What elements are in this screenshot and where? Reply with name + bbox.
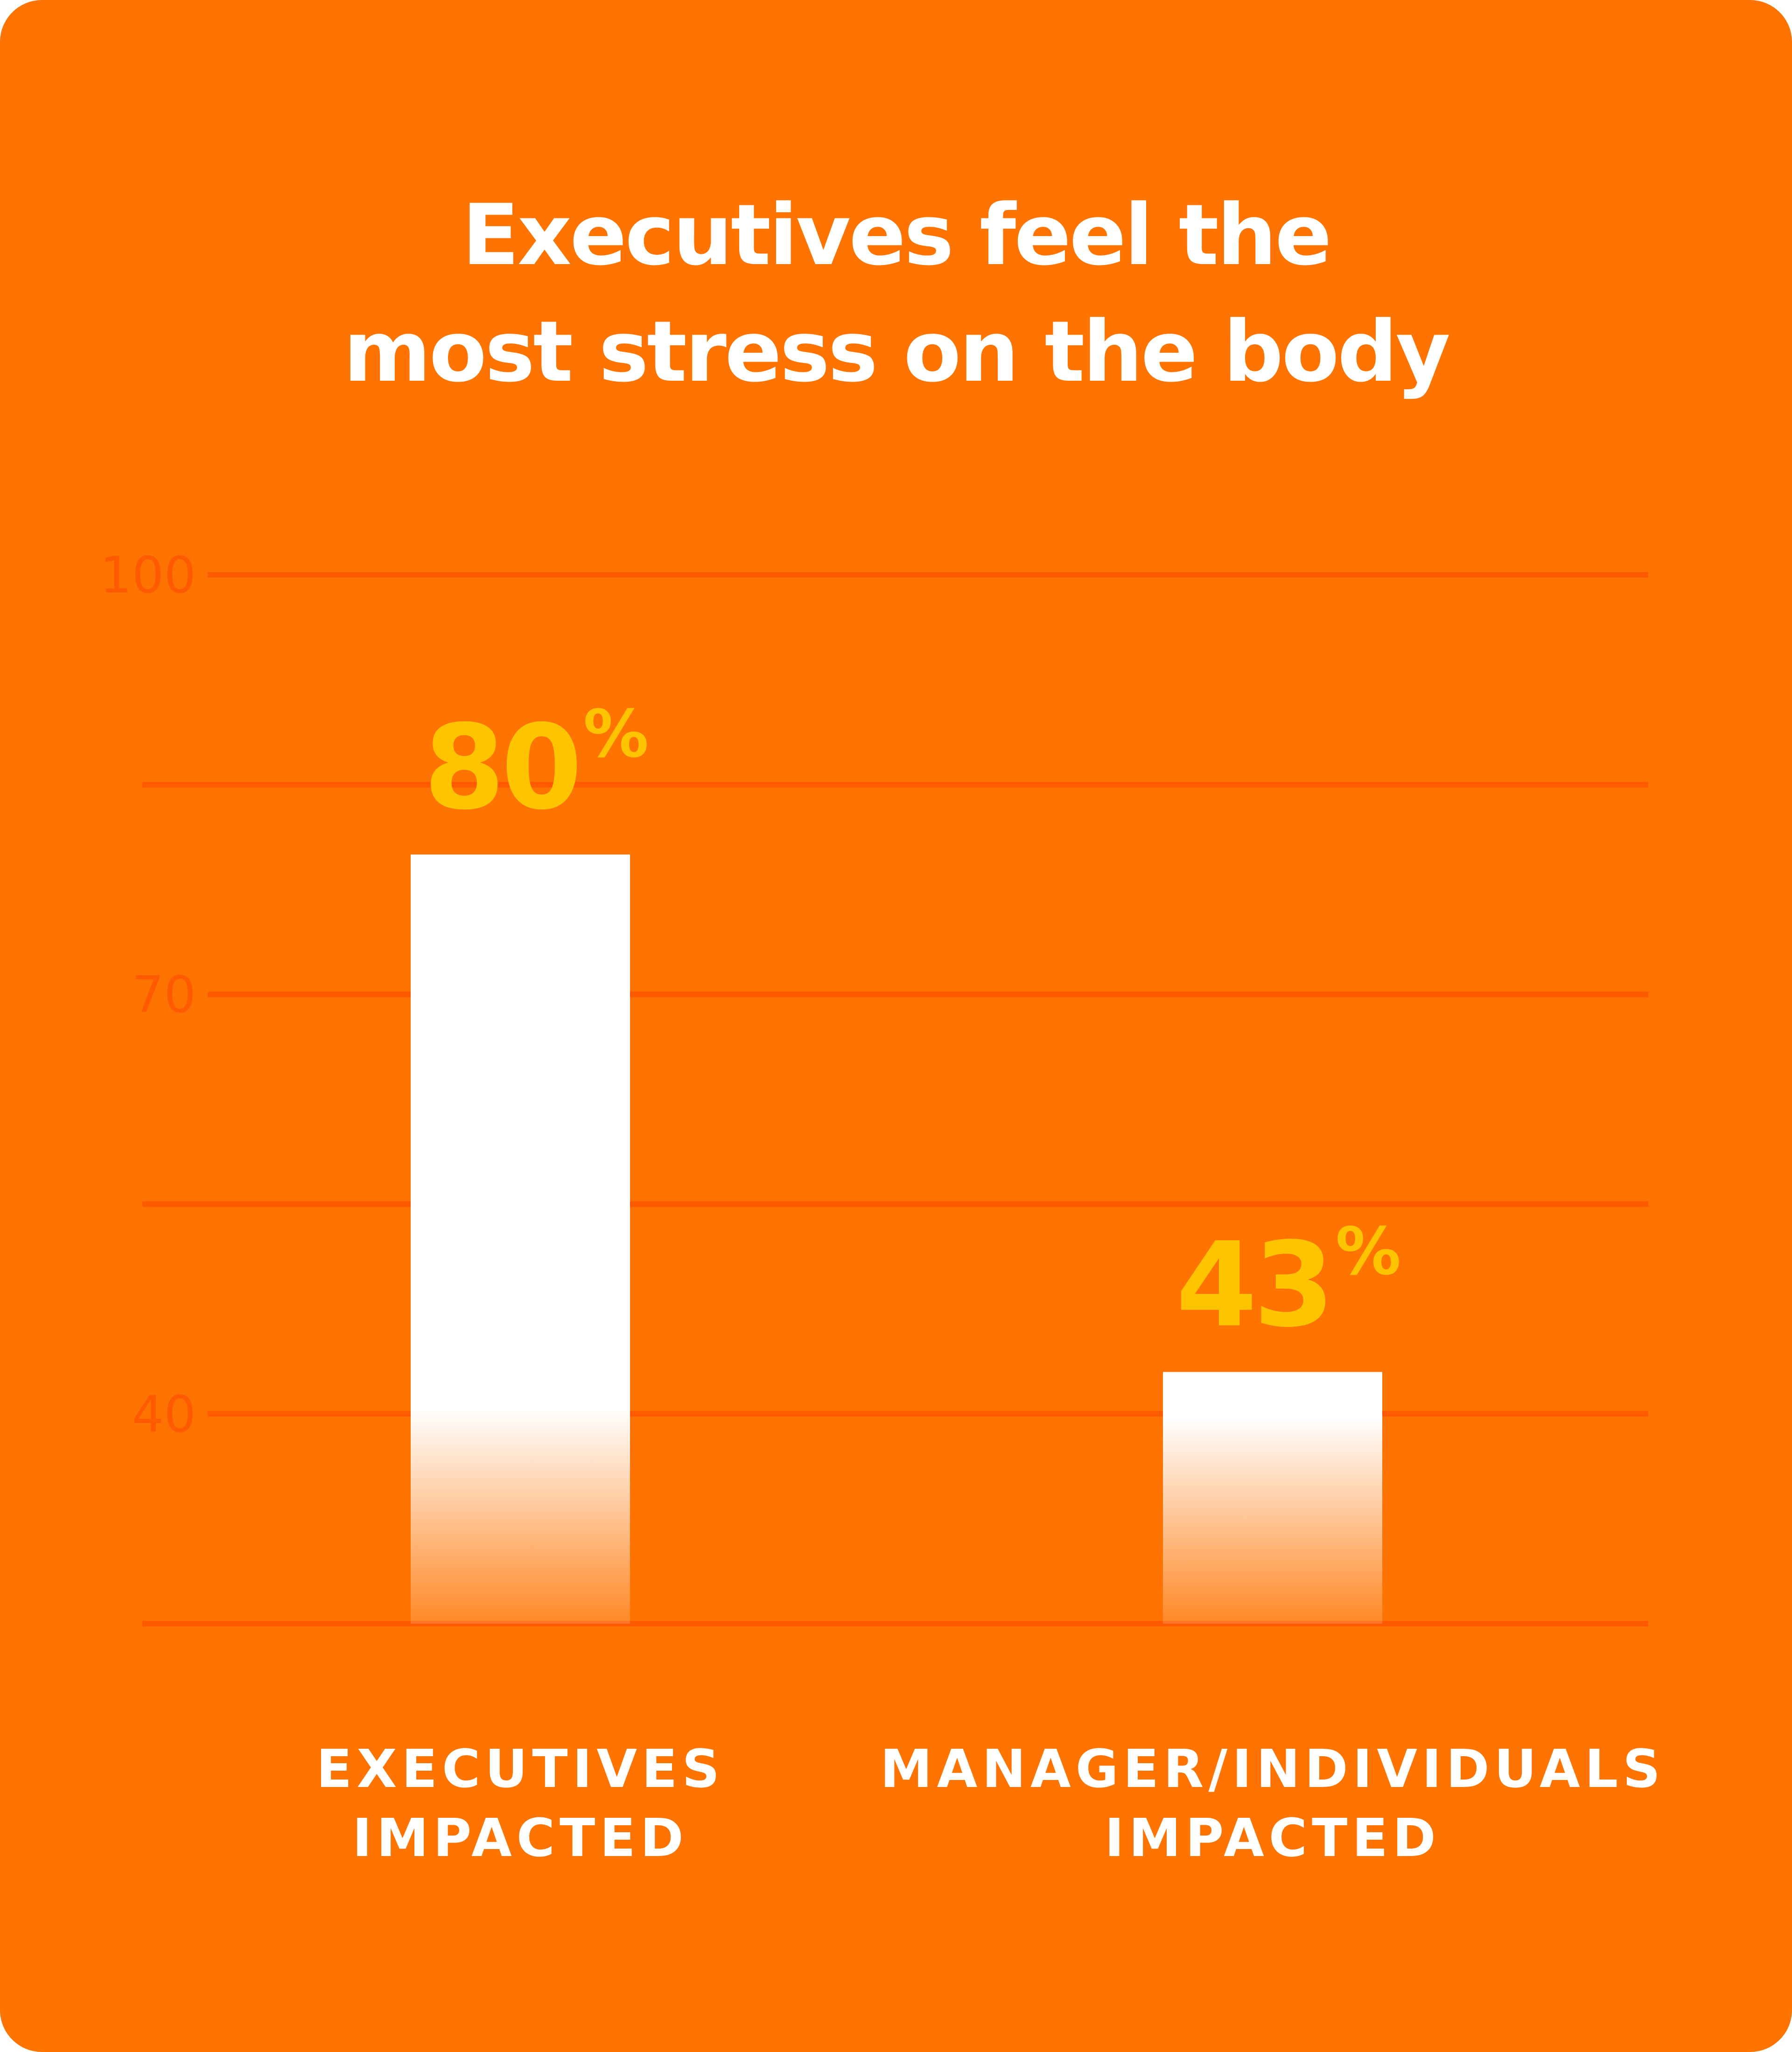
chart-title-line-1: Executives feel the <box>462 187 1332 284</box>
category-label: MANAGER/INDIVIDUALS <box>880 1739 1665 1800</box>
value-labels: 80% 43% <box>424 696 1403 1353</box>
category-label: IMPACTED <box>1105 1808 1441 1869</box>
chart-title-line-2: most stress on the body <box>343 303 1450 401</box>
y-tick-label: 40 <box>132 1385 196 1444</box>
data-label: 43% <box>1176 1214 1399 1353</box>
bar <box>1163 1372 1382 1624</box>
y-tick-label: 70 <box>132 966 196 1024</box>
category-label: IMPACTED <box>352 1808 688 1869</box>
category-labels: EXECUTIVES IMPACTED MANAGER/INDIVIDUALS IMP… <box>316 1739 1665 1869</box>
y-tick-labels: 100 70 40 <box>100 546 196 1444</box>
y-tick-label: 100 <box>100 546 196 605</box>
bar <box>411 854 630 1624</box>
chart-title: Executives feel the most stress on the b… <box>0 177 1792 411</box>
data-label: 80% <box>424 696 647 835</box>
bars <box>411 854 1382 1624</box>
category-label: EXECUTIVES <box>316 1739 724 1800</box>
gridlines <box>142 572 1648 1626</box>
